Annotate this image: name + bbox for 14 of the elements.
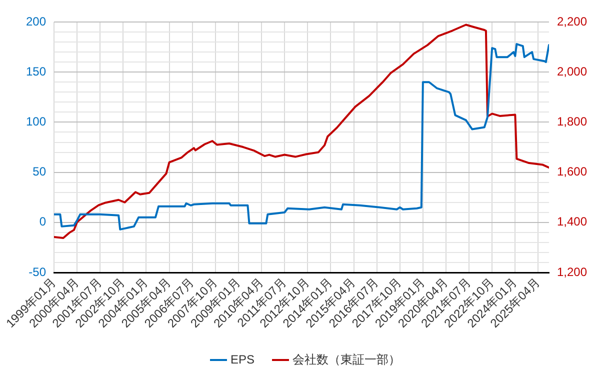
y-tick-label: 100 [26,114,46,129]
y2-tick-label: 2,000 [556,64,588,78]
y-tick-label: -50 [28,264,46,279]
y2-tick-label: 1,400 [556,214,588,229]
legend-label: 会社数（東証一部） [292,352,401,366]
y2-tick-label: 1,200 [556,264,588,279]
y-tick-label: 0 [39,214,46,229]
y2-tick-label: 1,800 [556,114,588,129]
y-tick-label: 150 [26,64,46,78]
y2-tick-label: 1,600 [556,164,588,179]
legend-label: EPS [230,352,255,366]
y2-tick-label: 2,200 [556,14,588,28]
y-tick-label: 200 [26,14,46,28]
y-tick-label: 50 [32,164,46,179]
